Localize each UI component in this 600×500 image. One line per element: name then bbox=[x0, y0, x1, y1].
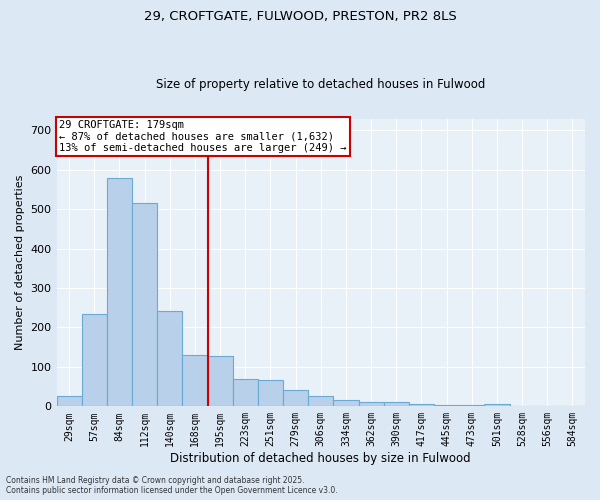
X-axis label: Distribution of detached houses by size in Fulwood: Distribution of detached houses by size … bbox=[170, 452, 471, 465]
Bar bbox=[409, 404, 434, 406]
Text: 29, CROFTGATE, FULWOOD, PRESTON, PR2 8LS: 29, CROFTGATE, FULWOOD, PRESTON, PR2 8LS bbox=[143, 10, 457, 23]
Bar bbox=[359, 402, 383, 406]
Bar bbox=[484, 404, 509, 406]
Title: Size of property relative to detached houses in Fulwood: Size of property relative to detached ho… bbox=[156, 78, 485, 91]
Bar bbox=[233, 378, 258, 406]
Bar bbox=[283, 390, 308, 406]
Bar bbox=[82, 314, 107, 406]
Bar bbox=[258, 380, 283, 406]
Bar bbox=[107, 178, 132, 406]
Bar bbox=[56, 396, 82, 406]
Y-axis label: Number of detached properties: Number of detached properties bbox=[15, 175, 25, 350]
Bar bbox=[459, 405, 484, 406]
Text: 29 CROFTGATE: 179sqm
← 87% of detached houses are smaller (1,632)
13% of semi-de: 29 CROFTGATE: 179sqm ← 87% of detached h… bbox=[59, 120, 347, 153]
Bar bbox=[132, 204, 157, 406]
Bar bbox=[308, 396, 334, 406]
Bar bbox=[434, 405, 459, 406]
Bar bbox=[157, 312, 182, 406]
Text: Contains HM Land Registry data © Crown copyright and database right 2025.
Contai: Contains HM Land Registry data © Crown c… bbox=[6, 476, 338, 495]
Bar bbox=[208, 356, 233, 406]
Bar bbox=[334, 400, 359, 406]
Bar bbox=[383, 402, 409, 406]
Bar bbox=[182, 355, 208, 406]
